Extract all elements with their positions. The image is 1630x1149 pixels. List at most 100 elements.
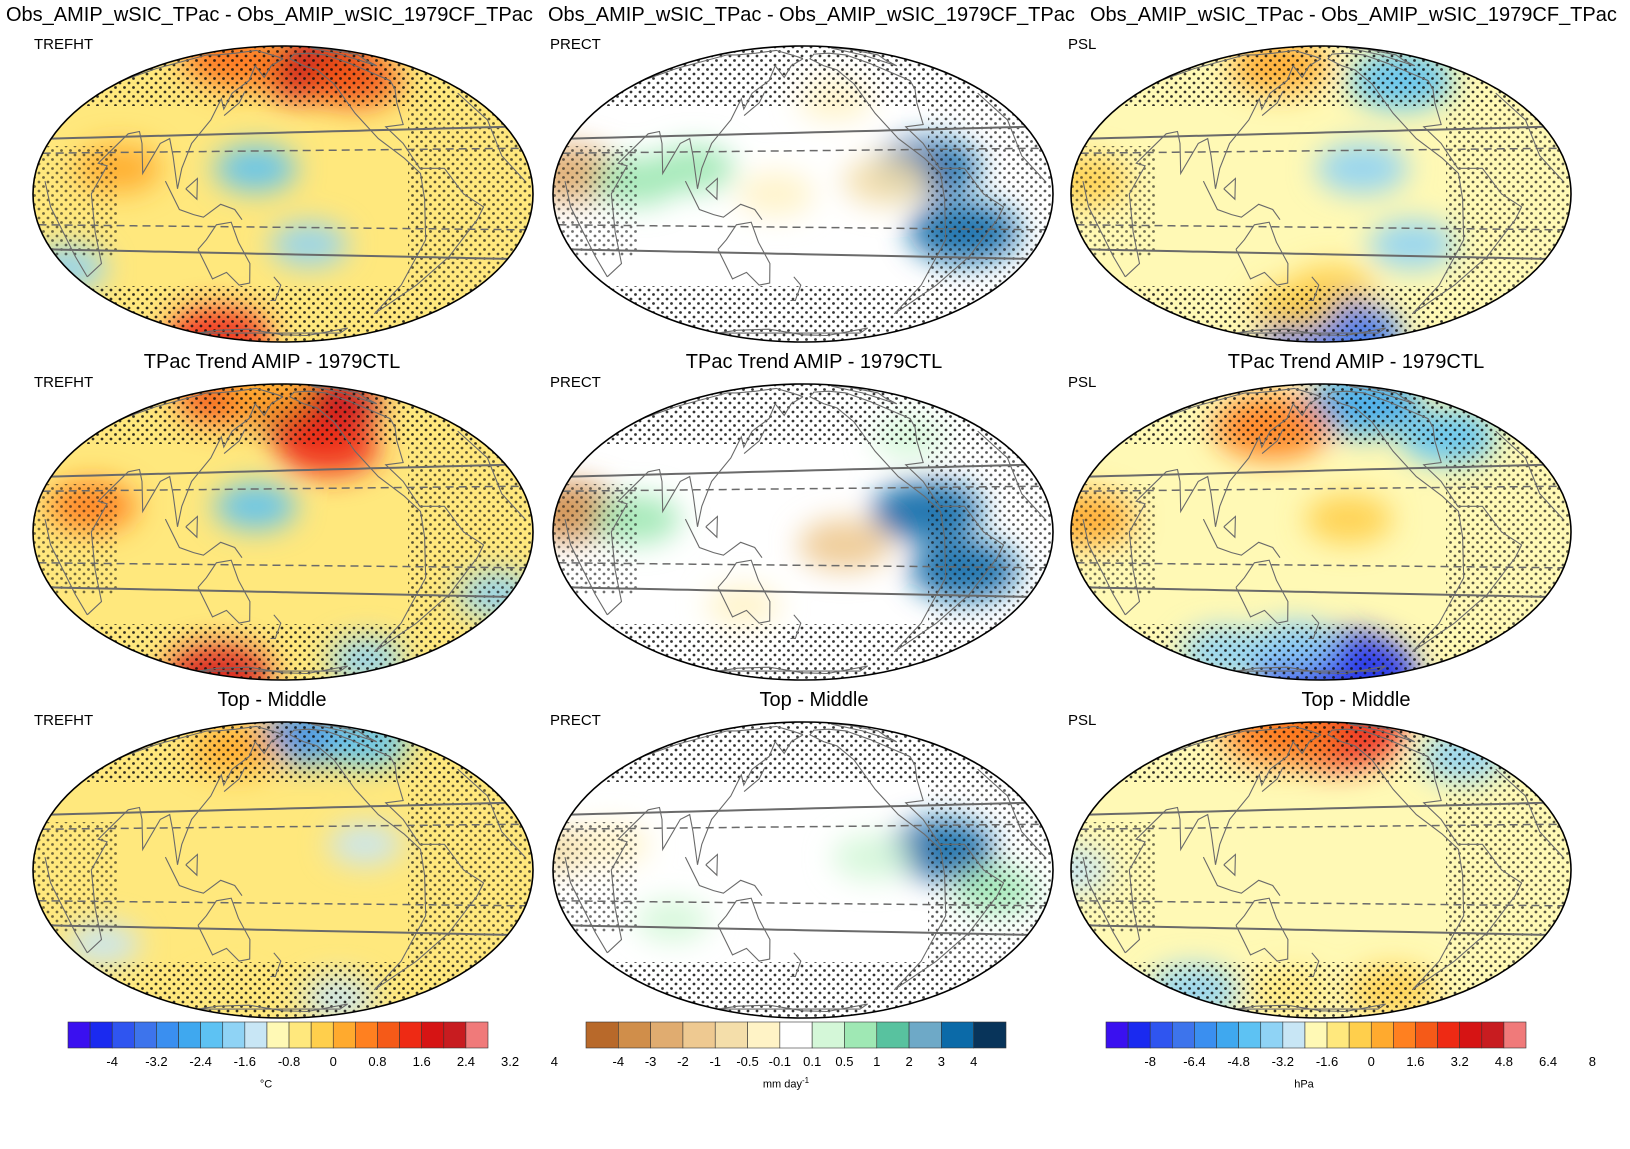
colorbar-tick-label: -3.2 (1271, 1054, 1295, 1069)
coastline (1261, 766, 1284, 793)
coastline (223, 428, 246, 455)
south-boundary-line (571, 924, 1028, 936)
coastline (1261, 428, 1284, 455)
anomaly-blob-6 (214, 144, 297, 192)
colorbar-swatch (682, 1021, 716, 1049)
colorbar-temperature-unit: °C (259, 1078, 273, 1091)
colorbar-tick-label: 3.2 (1450, 1054, 1469, 1069)
colorbar-swatch (1370, 1021, 1394, 1049)
colorbar-swatch (1238, 1021, 1262, 1049)
colorbar-tick-label: 3 (937, 1054, 945, 1069)
coastline (743, 428, 766, 455)
coastline (1235, 559, 1289, 624)
colorbar-tick-label: -3 (644, 1054, 657, 1069)
coastline (289, 396, 427, 653)
coastline (289, 728, 485, 991)
coastline (1124, 734, 1322, 954)
anomaly-blob-5 (65, 922, 141, 966)
coastlines (1082, 722, 1564, 1013)
map-panel-prect-2: PRECT (548, 374, 1058, 684)
north-dashed-line (562, 823, 1041, 830)
map-frame (32, 721, 534, 1019)
colorbar-swatch (1459, 1021, 1483, 1049)
panel-label-trefht-2: TREFHT (34, 374, 94, 391)
colorbar-swatch (973, 1021, 1007, 1049)
anomaly-blob-3 (798, 518, 891, 571)
coastline (684, 180, 763, 221)
colorbar-swatch (1172, 1021, 1195, 1049)
coastline (743, 90, 766, 117)
map-panel-psl-2: PSL (1066, 374, 1576, 684)
coastline (197, 221, 251, 286)
panel-label-trefht-3: TREFHT (34, 712, 94, 729)
south-dashed-line (38, 224, 526, 231)
north-dashed-line (562, 485, 1041, 492)
colorbar-tick-label: -4 (106, 1054, 118, 1069)
colorbar-tick-label: -3.2 (145, 1054, 168, 1069)
colorbar-tick-label: 1.6 (412, 1054, 431, 1069)
coastline (197, 1003, 348, 1013)
colorbar-swatch (178, 1021, 201, 1049)
south-boundary-line (1089, 924, 1546, 936)
coastline (684, 518, 763, 559)
colorbar-swatch (585, 1021, 619, 1049)
colorbar-temperature: -4 -3.2 -2.4 -1.6 -0.8 0 0.8 1.6 2.4 3.2 4 °C (58, 1020, 558, 1100)
coastline (1202, 180, 1281, 221)
colorbar-swatch (200, 1021, 224, 1049)
anomaly-blob-4 (1305, 494, 1393, 544)
title-r2-c2: TPac Trend AMIP - 1979CTL (685, 351, 943, 373)
north-boundary-line (571, 801, 1026, 816)
anomaly-blob-3 (832, 834, 913, 881)
colorbar-tick-label: 4 (970, 1054, 978, 1069)
colorbar-swatch (266, 1021, 290, 1049)
region-lines (38, 125, 526, 260)
coastline (717, 327, 868, 337)
coastline (1308, 952, 1320, 978)
map-panel-prect-1: PRECT (548, 36, 1058, 346)
south-boundary-line (571, 248, 1028, 260)
coastline (164, 856, 243, 897)
panel-label-psl-2: PSL (1068, 374, 1097, 391)
map-panel-trefht-3: TREFHT (28, 712, 538, 1022)
coastline (705, 853, 718, 877)
title-r2-c3: TPac Trend AMIP - 1979CTL (1227, 351, 1485, 373)
region-lines (558, 801, 1046, 936)
coastline (809, 390, 1005, 653)
colorbar-tick-label: -6.4 (1183, 1054, 1206, 1069)
colorbar-swatch (310, 1021, 334, 1049)
title-r1-c1: Obs_AMIP_wSIC_TPac - Obs_AMIP_wSIC_1979C… (6, 4, 533, 26)
colorbar-tick-label: 4 (550, 1054, 558, 1069)
panel-label-psl-1: PSL (1068, 36, 1097, 53)
south-dashed-line (1076, 224, 1564, 231)
map-frame (552, 45, 1054, 343)
north-boundary-line (51, 801, 506, 816)
coastline (1327, 396, 1465, 653)
coastline (1308, 276, 1320, 302)
south-boundary-line (571, 586, 1028, 598)
anomaly-blob-9 (270, 222, 348, 267)
colorbar-swatch (1437, 1021, 1460, 1049)
north-dashed-line (1080, 147, 1559, 154)
colorbar-swatch (1282, 1021, 1306, 1049)
map-psl-row2 (1070, 383, 1572, 681)
colorbar-swatch (288, 1021, 312, 1049)
colorbar-swatch (67, 1021, 91, 1049)
anomaly-blob-5 (635, 899, 710, 943)
colorbar-swatch (747, 1021, 781, 1049)
colorbar-swatch (1393, 1021, 1416, 1049)
coastline (223, 766, 246, 793)
coastline (1082, 387, 1564, 616)
south-boundary-line (1089, 586, 1546, 598)
colorbar-tick-label: 2.4 (456, 1054, 475, 1069)
coastlines (564, 46, 1046, 337)
coastline (705, 177, 718, 201)
colorbar-tick-label: -4.8 (1227, 1054, 1250, 1069)
colorbar-tick-label: 1.6 (1406, 1054, 1425, 1069)
coastline (1223, 853, 1236, 877)
colorbar-swatch (941, 1021, 974, 1049)
region-lines (1076, 463, 1564, 598)
map-frame (552, 721, 1054, 1019)
coastline (684, 856, 763, 897)
panel-label-psl-3: PSL (1068, 712, 1097, 729)
north-boundary-line (1089, 125, 1544, 140)
